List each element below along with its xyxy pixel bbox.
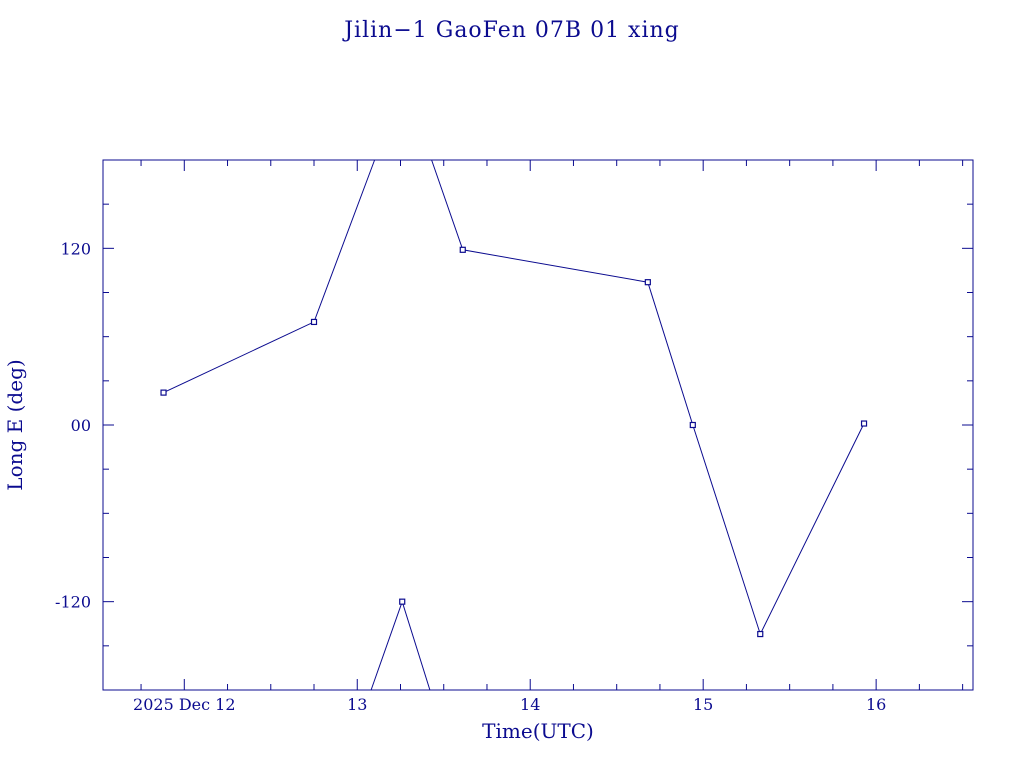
series-markers bbox=[160, 246, 868, 638]
x-tick-label: 15 bbox=[693, 695, 713, 714]
x-ticks: 2025 Dec 12 13 14 15 16 bbox=[133, 160, 886, 714]
x-tick-label: 16 bbox=[866, 695, 886, 714]
y-ticks: 120 00 -120 bbox=[55, 239, 973, 612]
y-axis-title: Long E (deg) bbox=[3, 359, 27, 490]
data-point bbox=[644, 279, 651, 286]
minor-ticks bbox=[103, 160, 973, 690]
y-tick-label: -120 bbox=[55, 593, 91, 612]
data-point bbox=[310, 318, 318, 326]
x-tick-label: 14 bbox=[520, 695, 540, 714]
series-segment bbox=[370, 600, 431, 691]
y-tick-label: 00 bbox=[71, 416, 91, 435]
series-segment bbox=[163, 159, 376, 394]
data-point bbox=[757, 630, 764, 638]
data-point bbox=[860, 420, 868, 427]
data-point bbox=[459, 246, 466, 253]
data-point bbox=[399, 598, 406, 605]
data-point bbox=[160, 389, 167, 396]
x-tick-label: 2025 Dec 12 bbox=[133, 695, 236, 714]
data-point bbox=[689, 421, 696, 429]
series-segment bbox=[431, 159, 865, 636]
chart-title: Jilin−1 GaoFen 07B 01 xing bbox=[342, 18, 680, 43]
x-tick-label: 13 bbox=[347, 695, 367, 714]
plot-frame bbox=[102, 159, 974, 691]
x-axis-title: Time(UTC) bbox=[482, 719, 594, 743]
y-tick-label: 120 bbox=[60, 239, 91, 258]
series-line bbox=[163, 159, 865, 691]
